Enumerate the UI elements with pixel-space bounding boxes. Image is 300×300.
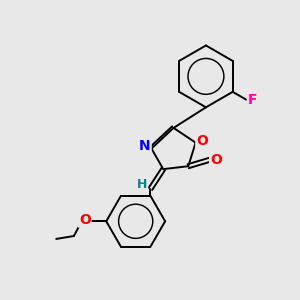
Text: O: O xyxy=(196,134,208,148)
Text: O: O xyxy=(210,153,222,167)
Text: N: N xyxy=(139,139,151,153)
Text: H: H xyxy=(137,178,147,191)
Text: F: F xyxy=(248,92,257,106)
Text: O: O xyxy=(79,213,91,227)
